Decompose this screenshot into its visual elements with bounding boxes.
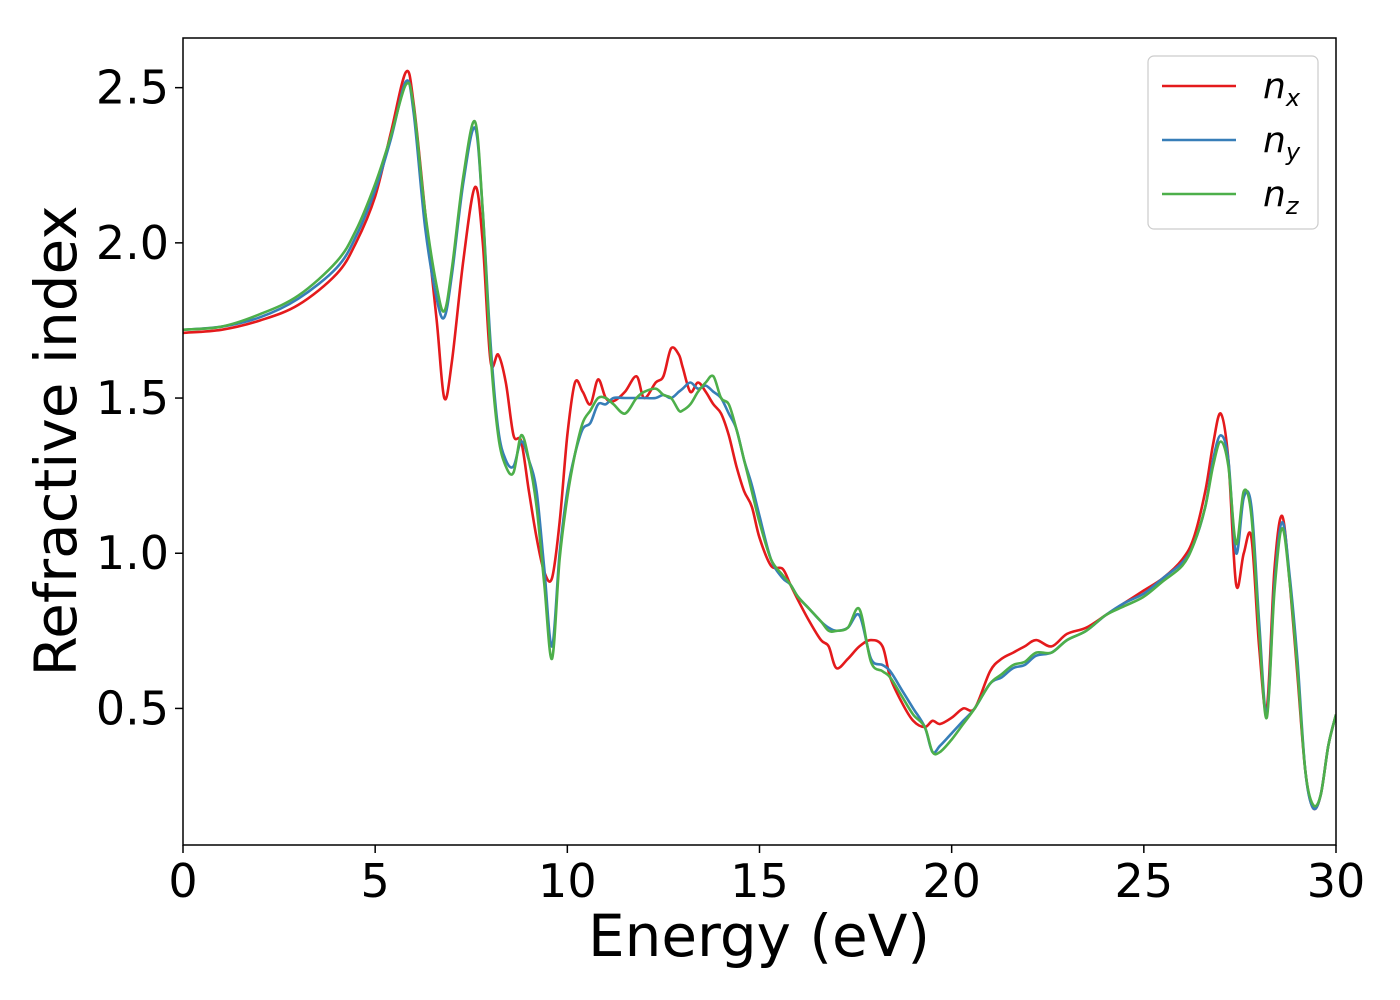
legend-label-y: ny <box>1263 120 1301 166</box>
y-tick-label: 2.0 <box>96 216 169 270</box>
x-tick-label: 30 <box>1307 854 1366 908</box>
x-axis-label: Energy (eV) <box>588 902 930 970</box>
series-line-z <box>183 81 1336 808</box>
x-tick-label: 5 <box>361 854 390 908</box>
legend-box <box>1147 55 1319 230</box>
y-tick-label: 0.5 <box>96 681 169 735</box>
y-tick-label: 1.0 <box>96 526 169 580</box>
plot-frame <box>182 37 1337 846</box>
x-tick-label: 10 <box>538 854 597 908</box>
axis-ticks: 0 5 10 15 20 25 30 0.5 1.0 1.5 2.0 2.5 <box>96 61 1365 908</box>
y-tick-label: 2.5 <box>96 61 169 115</box>
x-tick-label: 20 <box>922 854 981 908</box>
legend-label-z: nz <box>1263 174 1300 220</box>
legend-label-x: nx <box>1263 66 1301 112</box>
plot-area <box>183 69 1336 811</box>
y-axis-label: Refractive index <box>22 205 90 676</box>
x-tick-label: 25 <box>1115 854 1174 908</box>
x-tick-label: 15 <box>730 854 789 908</box>
y-tick-label: 1.5 <box>96 371 169 425</box>
legend: nx ny nz <box>1147 55 1319 230</box>
x-tick-label: 0 <box>168 854 197 908</box>
